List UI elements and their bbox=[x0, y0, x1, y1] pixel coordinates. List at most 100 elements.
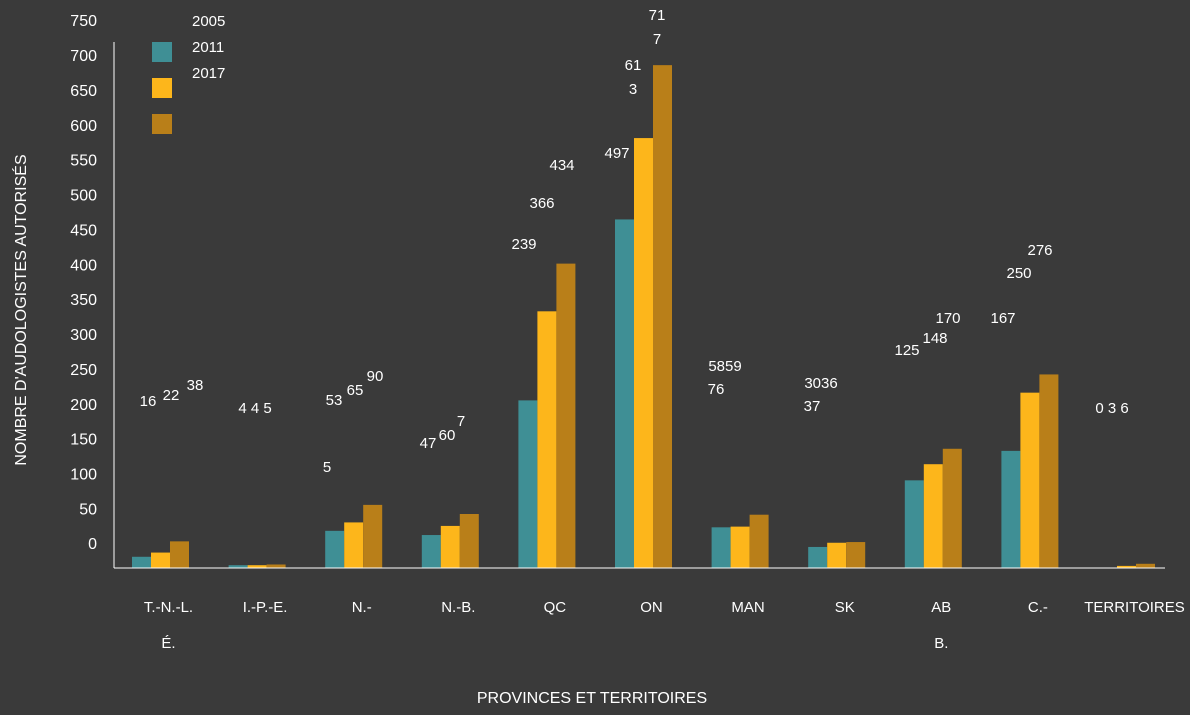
bar bbox=[459, 513, 479, 568]
data-label: 60 bbox=[439, 427, 456, 444]
data-label: 53 bbox=[326, 392, 343, 409]
x-tick-label: TERRITOIRES bbox=[1084, 599, 1185, 616]
bar bbox=[942, 448, 962, 568]
bar bbox=[730, 526, 750, 568]
bar bbox=[1136, 563, 1155, 568]
data-label: 0 3 6 bbox=[1095, 400, 1128, 417]
y-tick-label: 200 bbox=[70, 397, 97, 414]
data-label: 3036 bbox=[804, 375, 837, 392]
data-label: 65 bbox=[347, 382, 364, 399]
bar bbox=[440, 525, 460, 568]
bar bbox=[923, 464, 943, 568]
bar bbox=[170, 541, 189, 568]
bar bbox=[151, 552, 170, 568]
bar bbox=[537, 311, 557, 568]
legend-label: 2017 bbox=[192, 65, 225, 82]
bar bbox=[1039, 374, 1059, 568]
bar bbox=[615, 219, 634, 569]
y-tick-label: 500 bbox=[70, 188, 97, 205]
legend-swatch bbox=[152, 114, 172, 134]
x-tick-label: I.-P.-E. bbox=[243, 599, 288, 616]
bar bbox=[344, 522, 364, 568]
bar bbox=[266, 564, 286, 568]
x-axis-title: PROVINCES ET TERRITOIRES bbox=[477, 690, 707, 707]
bar bbox=[1001, 450, 1021, 568]
x-tick-label: MAN bbox=[731, 599, 764, 616]
x-tick-label: T.-N.-L. É. bbox=[144, 599, 193, 652]
data-label: 61 3 bbox=[625, 57, 642, 98]
data-label: 5859 bbox=[708, 358, 741, 375]
data-label: 76 bbox=[708, 381, 725, 398]
bar bbox=[132, 556, 151, 568]
bar bbox=[711, 527, 731, 568]
data-label: 71 7 bbox=[649, 7, 666, 48]
data-label: 38 bbox=[187, 377, 204, 394]
data-label: 5 bbox=[323, 459, 331, 476]
x-tick-label: N.- bbox=[352, 599, 372, 616]
bar bbox=[421, 535, 441, 568]
bar bbox=[556, 263, 576, 568]
y-tick-label: 250 bbox=[70, 362, 97, 379]
bar bbox=[653, 65, 672, 569]
x-tick-label: C.- bbox=[1028, 599, 1048, 616]
bar bbox=[846, 542, 866, 568]
data-label: 4 4 5 bbox=[238, 400, 271, 417]
bar bbox=[1020, 392, 1040, 568]
x-tick-label: SK bbox=[835, 599, 855, 616]
y-tick-label: 700 bbox=[70, 48, 97, 65]
data-label: 7 bbox=[457, 413, 465, 430]
data-label: 250 bbox=[1006, 265, 1031, 282]
bar bbox=[634, 138, 653, 568]
y-tick-label: 100 bbox=[70, 466, 97, 483]
y-tick-label: 300 bbox=[70, 327, 97, 344]
legend-swatch bbox=[152, 42, 172, 62]
data-label: 148 bbox=[922, 330, 947, 347]
data-label: 47 bbox=[420, 435, 437, 452]
y-tick-label: 600 bbox=[70, 118, 97, 135]
data-label: 90 bbox=[367, 368, 384, 385]
y-tick-label: 50 bbox=[79, 501, 97, 518]
y-tick-label: 650 bbox=[70, 83, 97, 100]
data-label: 366 bbox=[529, 195, 554, 212]
bar bbox=[749, 514, 769, 568]
y-axis-title: NOMBRE D'AUDOLOGISTES AUTORISÉS bbox=[11, 154, 30, 465]
data-label: 497 bbox=[604, 145, 629, 162]
data-label: 125 bbox=[894, 342, 919, 359]
x-tick-label: ON bbox=[640, 599, 663, 616]
bar bbox=[325, 530, 345, 568]
data-label: 167 bbox=[990, 310, 1015, 327]
y-tick-label: 750 bbox=[70, 13, 97, 30]
bar bbox=[1117, 565, 1136, 568]
x-tick-label: N.-B. bbox=[441, 599, 475, 616]
legend-swatch bbox=[152, 78, 172, 98]
x-axis-tick-labels: T.-N.-L. É. I.-P.-E. N.- N.-B. QC ON MAN SK AB B. C… bbox=[144, 599, 1185, 652]
y-tick-label: 350 bbox=[70, 292, 97, 309]
data-label: 170 bbox=[935, 310, 960, 327]
bar bbox=[247, 565, 267, 568]
bar bbox=[808, 546, 828, 568]
bar bbox=[827, 542, 847, 568]
data-label: 16 bbox=[140, 393, 157, 410]
y-tick-label: 550 bbox=[70, 153, 97, 170]
legend-label: 2005 bbox=[192, 13, 225, 30]
bars-group bbox=[132, 65, 1155, 569]
x-tick-label: AB B. bbox=[931, 599, 951, 652]
bar bbox=[228, 565, 248, 568]
bar bbox=[904, 480, 924, 568]
data-label: 239 bbox=[511, 236, 536, 253]
data-label: 37 bbox=[804, 398, 821, 415]
bar bbox=[518, 400, 538, 568]
y-axis-ticks: 7507006506005505004504003503002502001501… bbox=[70, 13, 97, 553]
y-tick-label: 400 bbox=[70, 257, 97, 274]
bar bbox=[363, 504, 383, 568]
data-label: 276 bbox=[1027, 242, 1052, 259]
y-tick-label: 150 bbox=[70, 432, 97, 449]
legend-label: 2011 bbox=[192, 39, 224, 56]
data-label: 434 bbox=[549, 157, 574, 174]
x-tick-label: QC bbox=[544, 599, 567, 616]
data-label: 22 bbox=[163, 387, 180, 404]
legend: 2005 2011 2017 bbox=[152, 13, 225, 134]
